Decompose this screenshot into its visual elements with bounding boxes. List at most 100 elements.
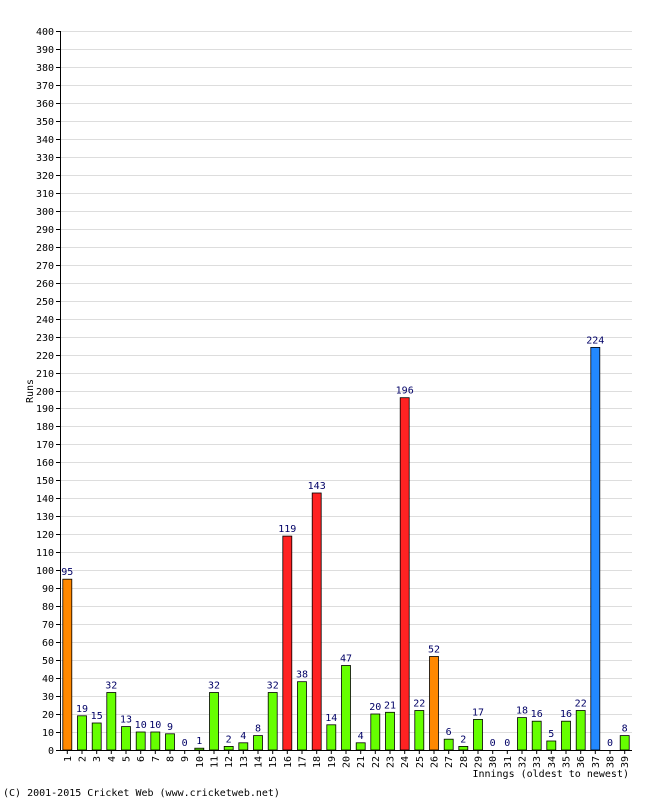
x-tick-label: 13 <box>239 756 250 768</box>
x-tick-label: 38 <box>606 756 617 768</box>
x-tick-label: 29 <box>474 756 485 768</box>
bar <box>311 492 322 751</box>
bar <box>326 724 337 751</box>
bar <box>223 746 234 751</box>
x-tick-label: 14 <box>254 756 265 768</box>
y-tick-label: 240 <box>36 315 54 326</box>
x-tick-label: 2 <box>78 756 89 762</box>
data-label: 0 <box>504 738 510 749</box>
y-tick-label: 340 <box>36 135 54 146</box>
x-tick-label: 34 <box>547 756 558 768</box>
bars <box>62 346 630 751</box>
y-tick-label: 280 <box>36 243 54 254</box>
y-tick-label: 60 <box>42 638 54 649</box>
x-tick-label: 1 <box>63 756 74 762</box>
data-label: 18 <box>516 706 528 717</box>
bar <box>414 710 425 751</box>
y-tick-label: 170 <box>36 440 54 451</box>
y-tick-label: 40 <box>42 674 54 685</box>
grid-lines <box>60 31 632 733</box>
bar <box>194 747 205 751</box>
data-label: 4 <box>358 731 364 742</box>
data-label: 4 <box>240 731 246 742</box>
y-tick-label: 140 <box>36 494 54 505</box>
x-tick-label: 27 <box>444 756 455 768</box>
y-tick-label: 260 <box>36 279 54 290</box>
bar <box>370 713 381 751</box>
bar <box>209 692 219 751</box>
y-tick-label: 110 <box>36 548 54 559</box>
x-tick-label: 6 <box>136 756 147 762</box>
x-tick-label: 31 <box>503 756 514 768</box>
x-tick-label: 5 <box>122 756 133 762</box>
y-tick-label: 100 <box>36 566 54 577</box>
bar <box>546 740 557 751</box>
data-label: 2 <box>460 734 466 745</box>
data-label: 1 <box>196 736 202 747</box>
bar <box>91 722 102 751</box>
y-tick-label: 160 <box>36 458 54 469</box>
x-tick-label: 35 <box>562 756 573 768</box>
data-label: 47 <box>340 654 352 665</box>
y-tick-label: 270 <box>36 261 54 272</box>
x-tick-label: 12 <box>224 756 235 768</box>
bar <box>282 535 293 751</box>
y-tick-label: 120 <box>36 530 54 541</box>
data-label: 95 <box>61 567 73 578</box>
x-axis-title: Innings (oldest to newest) <box>472 769 629 780</box>
x-tick-label: 17 <box>298 756 309 768</box>
bar <box>341 665 351 751</box>
bar <box>135 731 146 751</box>
y-tick-label: 250 <box>36 297 54 308</box>
x-tick-label: 30 <box>488 756 499 768</box>
y-axis-ticks: 0 10 20 30 40 50 60 70 80 90 100 110 120 130 140 150 160… <box>36 27 60 757</box>
bar <box>62 578 73 751</box>
y-tick-label: 30 <box>42 692 54 703</box>
x-tick-label: 33 <box>532 756 543 768</box>
bar <box>385 711 395 751</box>
x-tick-label: 16 <box>283 756 294 768</box>
data-label: 16 <box>531 709 543 720</box>
y-tick-label: 380 <box>36 63 54 74</box>
bar <box>517 717 527 751</box>
x-tick-label: 37 <box>591 756 602 768</box>
y-tick-label: 330 <box>36 153 54 164</box>
y-tick-label: 390 <box>36 45 54 56</box>
y-tick-label: 200 <box>36 387 54 398</box>
data-label: 0 <box>490 738 496 749</box>
data-label: 16 <box>560 709 572 720</box>
x-tick-label: 21 <box>356 756 367 768</box>
data-label: 19 <box>76 704 88 715</box>
data-label: 20 <box>369 702 381 713</box>
data-label: 52 <box>428 645 440 656</box>
bar <box>253 735 263 751</box>
bar <box>531 720 542 751</box>
y-tick-label: 180 <box>36 422 54 433</box>
bar <box>355 742 366 751</box>
bar <box>150 731 161 751</box>
y-tick-label: 130 <box>36 512 54 523</box>
bar <box>165 733 175 751</box>
x-tick-label: 15 <box>268 756 279 768</box>
y-tick-label: 220 <box>36 351 54 362</box>
data-label: 38 <box>296 670 308 681</box>
y-tick-label: 290 <box>36 225 54 236</box>
data-label: 14 <box>325 713 337 724</box>
x-tick-label: 26 <box>430 756 441 768</box>
data-label: 15 <box>91 711 103 722</box>
data-label: 224 <box>586 335 604 346</box>
y-tick-label: 50 <box>42 656 54 667</box>
y-tick-label: 370 <box>36 81 54 92</box>
y-tick-label: 10 <box>42 728 54 739</box>
x-tick-label: 10 <box>195 756 206 768</box>
x-tick-label: 9 <box>180 756 191 762</box>
bar <box>561 720 571 751</box>
x-tick-label: 24 <box>400 756 411 768</box>
data-label: 8 <box>622 724 628 735</box>
x-tick-label: 39 <box>620 756 631 768</box>
y-tick-label: 80 <box>42 602 54 613</box>
data-label: 32 <box>267 681 279 692</box>
y-tick-label: 20 <box>42 710 54 721</box>
data-label: 32 <box>105 681 117 692</box>
